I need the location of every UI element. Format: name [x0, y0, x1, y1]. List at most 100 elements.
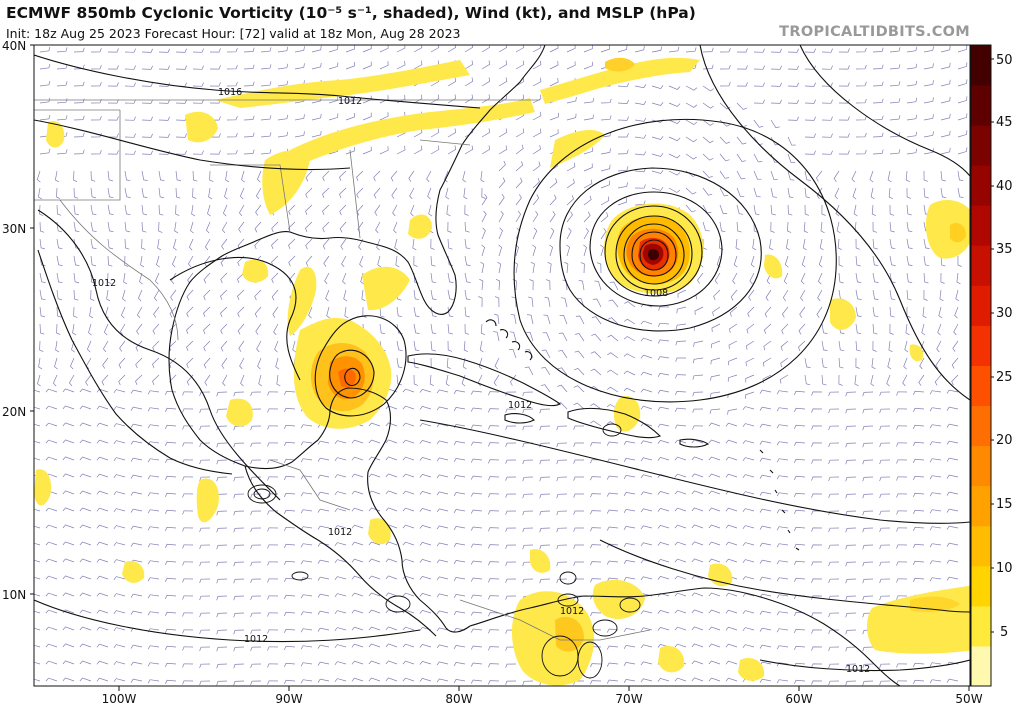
wind-barb — [192, 65, 204, 70]
wind-barb — [742, 457, 755, 462]
wind-barb — [379, 323, 386, 335]
wind-barb — [271, 272, 279, 284]
wind-barb — [590, 442, 602, 447]
wind-barb — [940, 62, 951, 70]
terrain-contour — [559, 571, 577, 585]
wind-barb — [787, 221, 792, 233]
wind-barb — [759, 508, 772, 513]
wind-barb — [938, 306, 943, 319]
wind-barb — [221, 221, 228, 234]
wind-barb — [817, 289, 823, 302]
wind-barb — [464, 272, 471, 283]
wind-barb — [96, 592, 109, 597]
wind-barb — [479, 278, 484, 291]
colorbar-step — [971, 645, 991, 687]
wind-barb — [596, 262, 602, 274]
wind-barb — [855, 149, 867, 155]
wind-barb — [776, 543, 789, 548]
wind-barb — [300, 560, 313, 565]
wind-barb — [113, 610, 126, 615]
wind-barb — [254, 221, 262, 233]
wind-barb — [158, 187, 165, 199]
wind-barb — [283, 441, 296, 447]
wind-barb — [385, 541, 398, 546]
wind-barb — [345, 112, 355, 121]
wind-barb — [402, 626, 415, 631]
wind-barb — [45, 439, 58, 444]
wind-barb — [729, 306, 738, 317]
wind-barb — [130, 678, 143, 683]
wind-barb — [45, 456, 58, 461]
wind-barb — [634, 134, 647, 139]
wind-barb — [113, 389, 126, 394]
wind-barb — [38, 357, 43, 370]
wind-barb — [776, 662, 789, 667]
isobar-line — [599, 539, 970, 613]
wind-barb — [260, 115, 272, 121]
wind-barb — [566, 97, 577, 104]
wind-barb — [436, 406, 449, 411]
wind-barb — [906, 272, 913, 284]
wind-barb — [113, 559, 126, 564]
wind-barb — [906, 97, 918, 104]
wind-barb — [199, 476, 211, 482]
wind-barb — [147, 492, 160, 497]
wind-barb — [283, 390, 296, 396]
wind-barb — [708, 592, 721, 597]
wind-barb — [940, 170, 946, 182]
wind-barb — [90, 132, 102, 138]
vorticity-patch — [196, 478, 219, 523]
wind-barb — [532, 77, 542, 87]
wind-barb — [395, 255, 400, 268]
wind-barb — [62, 626, 75, 631]
wind-barb — [305, 238, 313, 250]
wind-barb — [691, 490, 704, 495]
wind-barb — [436, 576, 449, 581]
wind-barb — [727, 408, 738, 415]
wind-barb — [34, 559, 41, 563]
wind-barb — [164, 645, 177, 651]
wind-barb — [862, 595, 874, 601]
wind-barb — [90, 187, 96, 199]
wind-barb — [334, 474, 347, 479]
wind-barb — [419, 524, 432, 529]
wind-barb — [250, 561, 262, 567]
wind-barb — [79, 388, 92, 393]
wind-barb — [36, 170, 41, 183]
colorbar-step — [971, 525, 991, 567]
wind-barb — [488, 629, 500, 634]
wind-barb — [419, 592, 432, 597]
wind-barb — [317, 593, 330, 598]
wind-barb — [152, 357, 160, 369]
wind-barb — [855, 47, 867, 53]
wind-barb — [498, 145, 508, 155]
wind-barb — [402, 456, 415, 461]
wind-barb — [539, 510, 551, 516]
lon-label: 70W — [615, 692, 642, 706]
wind-barb — [351, 660, 364, 665]
wind-barb — [697, 272, 704, 284]
wind-barb — [940, 147, 951, 155]
wind-barb — [436, 542, 449, 547]
chart-subtitle: Init: 18z Aug 25 2023 Forecast Hour: [72… — [6, 26, 461, 41]
vorticity-band — [362, 266, 410, 311]
wind-barb — [402, 660, 415, 665]
wind-barb — [216, 663, 228, 669]
wind-barb — [481, 77, 491, 87]
wind-barb — [481, 210, 487, 223]
wind-barb — [872, 149, 884, 155]
vorticity-patch — [909, 344, 924, 362]
wind-barb — [708, 456, 721, 461]
wind-barb — [657, 524, 670, 529]
wind-barb — [413, 340, 420, 352]
lon-label: 80W — [445, 692, 472, 706]
wind-barb — [853, 204, 858, 217]
wind-barb — [52, 374, 58, 387]
wind-barb — [250, 493, 262, 499]
wind-barb — [558, 332, 568, 342]
wind-barb — [719, 64, 731, 70]
wind-barb — [762, 357, 772, 367]
wind-barb — [243, 47, 255, 53]
wind-barb — [845, 527, 857, 533]
